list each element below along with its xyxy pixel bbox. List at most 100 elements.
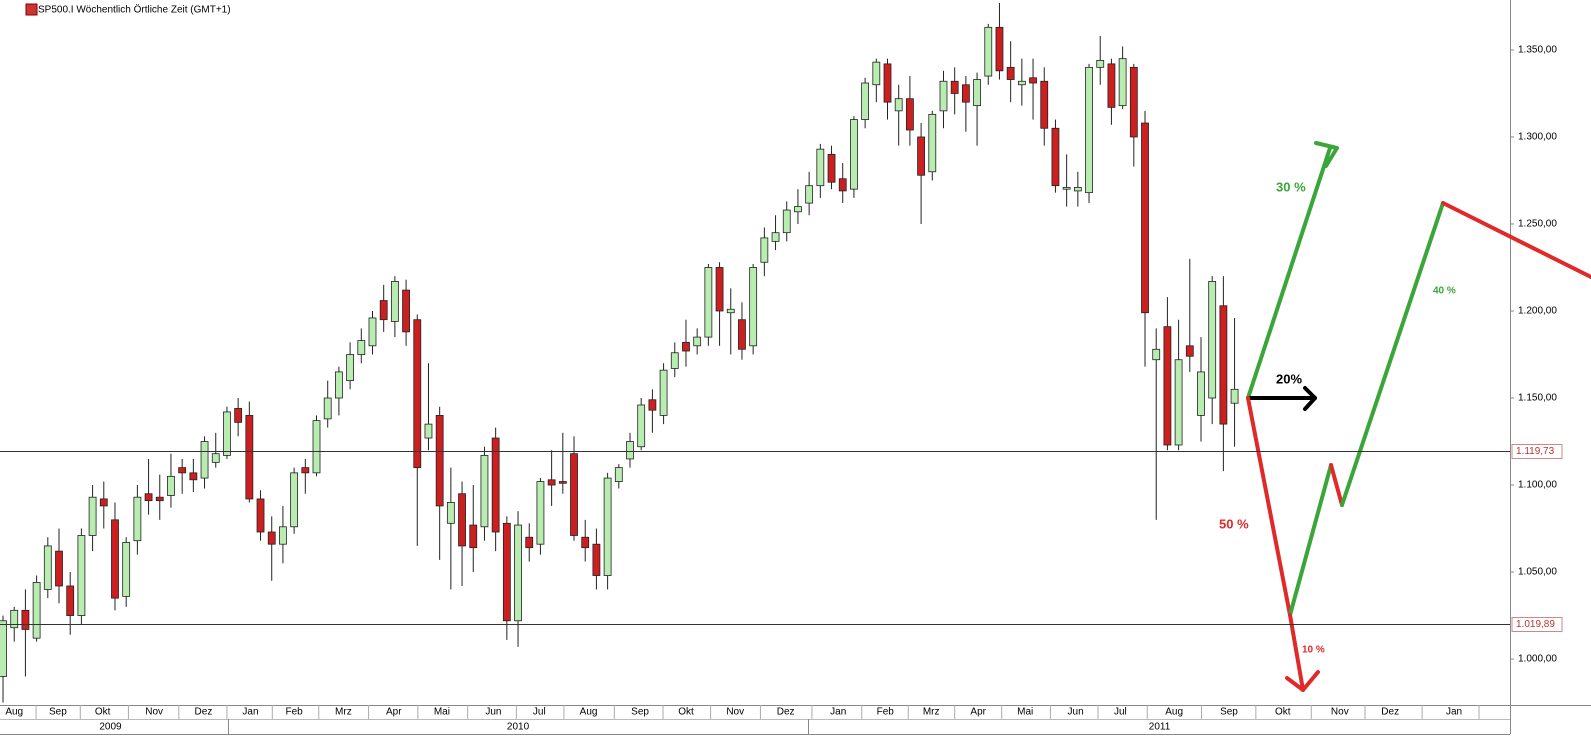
candle-body bbox=[402, 289, 410, 333]
candle-body bbox=[66, 585, 75, 616]
annotation: 30 % bbox=[1276, 179, 1306, 194]
candle-body bbox=[1118, 58, 1127, 107]
candle-body bbox=[223, 411, 231, 456]
x-tick-label: Dez bbox=[777, 707, 795, 718]
candle-body bbox=[122, 542, 131, 597]
candle-body bbox=[323, 397, 332, 420]
projection-line bbox=[1288, 463, 1333, 617]
candle-body bbox=[738, 319, 746, 350]
candle-body bbox=[335, 371, 343, 399]
x-tick-label: Jan bbox=[242, 707, 258, 718]
x-tick-label: Jan bbox=[830, 707, 846, 718]
year-label: 2010 bbox=[507, 722, 530, 733]
x-tick-label: Aug bbox=[1165, 707, 1183, 718]
x-tick-label: Feb bbox=[877, 707, 895, 718]
x-tick-label: Sep bbox=[1220, 707, 1238, 718]
candle-body bbox=[670, 352, 679, 369]
projection-line bbox=[1340, 201, 1445, 507]
x-tick-label: Apr bbox=[970, 707, 986, 718]
candle-body bbox=[32, 582, 41, 639]
candle-body bbox=[200, 441, 209, 479]
candle-body bbox=[928, 113, 937, 173]
annotation: 20% bbox=[1276, 371, 1302, 386]
x-tick-label: Aug bbox=[580, 707, 598, 718]
x-tick-label: Okt bbox=[1275, 707, 1291, 718]
candle-body bbox=[435, 415, 444, 507]
candle-body bbox=[1129, 66, 1138, 138]
candle-body bbox=[43, 545, 52, 590]
x-tick-label: Jun bbox=[485, 707, 501, 718]
year-label: 2009 bbox=[99, 722, 122, 733]
annotation: 40 % bbox=[1433, 286, 1456, 297]
symbol-icon bbox=[25, 3, 38, 16]
candle-body bbox=[491, 437, 500, 533]
arrow-head bbox=[1285, 670, 1320, 692]
candle-body bbox=[838, 178, 847, 192]
x-tick-label: Nov bbox=[726, 707, 744, 718]
candle-body bbox=[379, 300, 388, 321]
x-tick-label: Mai bbox=[434, 707, 450, 718]
candle-body bbox=[749, 267, 758, 347]
y-tick-label: 1.050,00 bbox=[1518, 567, 1557, 578]
level-label: 1.019,89 bbox=[1516, 619, 1555, 630]
candle-body bbox=[1073, 187, 1082, 192]
projection-line bbox=[1288, 613, 1305, 692]
x-tick-label: Sep bbox=[49, 707, 67, 718]
candle-body bbox=[648, 399, 657, 411]
annotation: 10 % bbox=[1302, 645, 1325, 656]
candle-body bbox=[0, 620, 7, 677]
candle-body bbox=[99, 498, 108, 507]
candle-body bbox=[917, 136, 925, 176]
candle-body bbox=[88, 496, 97, 536]
candle-body bbox=[144, 493, 153, 502]
x-tick-label: Mrz bbox=[335, 707, 352, 718]
candle-body bbox=[872, 61, 881, 86]
candle-body bbox=[1062, 187, 1071, 190]
x-tick-label: Jul bbox=[1114, 707, 1127, 718]
candle-body bbox=[1219, 305, 1228, 425]
candle-body bbox=[290, 472, 299, 528]
y-tick-label: 1.250,00 bbox=[1518, 219, 1557, 230]
candle-body bbox=[1152, 348, 1161, 361]
candle-body bbox=[234, 408, 243, 423]
candle-body bbox=[21, 609, 30, 630]
candle-body bbox=[1185, 345, 1194, 357]
candle-body bbox=[368, 317, 377, 347]
candles bbox=[0, 2, 1239, 703]
candle-body bbox=[357, 340, 366, 355]
x-tick-label: Mrz bbox=[923, 707, 940, 718]
candle-body bbox=[346, 354, 354, 382]
candle-body bbox=[480, 455, 489, 528]
y-tick-label: 1.000,00 bbox=[1518, 654, 1557, 665]
level-label-box bbox=[1511, 444, 1563, 459]
x-tick-label: Jan bbox=[1446, 707, 1462, 718]
year-label: 2011 bbox=[1149, 722, 1171, 733]
chart-title: SP500.I Wöchentlich Örtliche Zeit (GMT+1… bbox=[38, 4, 231, 16]
candle-body bbox=[1141, 122, 1149, 314]
candle-body bbox=[682, 341, 690, 352]
x-tick-label: Apr bbox=[386, 707, 402, 718]
candle-body bbox=[771, 232, 780, 242]
candle-body bbox=[55, 550, 63, 587]
candle-body bbox=[1051, 127, 1060, 187]
candle-body bbox=[894, 98, 903, 112]
projection-line bbox=[1441, 201, 1591, 279]
x-tick-label: Okt bbox=[95, 707, 111, 718]
candle-body bbox=[805, 185, 814, 204]
candle-body bbox=[1107, 63, 1116, 108]
candle-body bbox=[1230, 388, 1239, 404]
arrow-head bbox=[1314, 141, 1339, 168]
candle-body bbox=[693, 336, 702, 347]
candle-body bbox=[782, 209, 791, 234]
candle-body bbox=[1174, 359, 1183, 446]
candle-body bbox=[178, 467, 187, 474]
candle-body bbox=[279, 526, 287, 545]
arrow-head bbox=[1303, 386, 1317, 411]
y-tick-label: 1.100,00 bbox=[1518, 480, 1557, 491]
candle-body bbox=[502, 522, 511, 622]
candle-body bbox=[1197, 371, 1205, 416]
x-tick-label: Jul bbox=[533, 707, 546, 718]
candle-body bbox=[390, 281, 399, 322]
candle-body bbox=[827, 153, 836, 183]
